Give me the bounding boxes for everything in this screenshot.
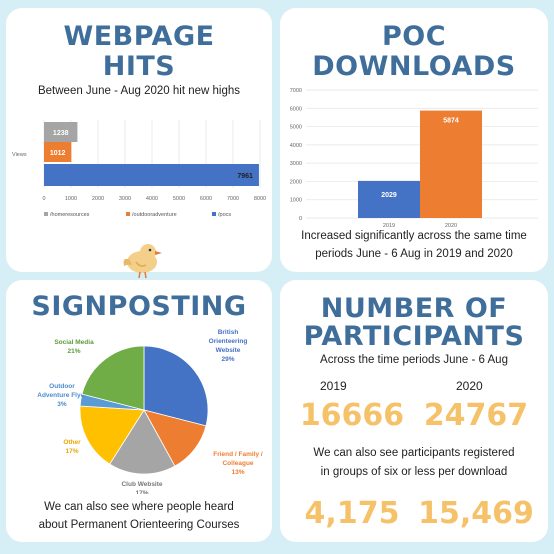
bar-value-label: 1238 (53, 130, 69, 137)
x-tick-label: 7000 (227, 196, 239, 202)
webpage-hits-card: WEBPAGE HITS Between June - Aug 2020 hit… (6, 8, 272, 272)
pie-label: 17% (135, 490, 148, 494)
bar-2020 (420, 110, 482, 218)
groups-2019-value: 4,175 (304, 496, 400, 531)
pie-label: Social Media (54, 339, 94, 346)
webpage-hits-chart: 0 1000 2000 3000 4000 5000 6000 7000 8000 Views 12… (12, 120, 266, 218)
poc-title-line1: POC (381, 21, 447, 52)
signposting-caption-line1: We can also see where people heard (44, 501, 234, 513)
legend-swatch (44, 212, 48, 216)
pie-label: 21% (67, 348, 80, 355)
pie-label: Website (216, 347, 241, 354)
pie-label: Other (63, 439, 81, 446)
pie-label: Orienteering (209, 338, 248, 345)
x-tick-label: 3000 (119, 196, 131, 202)
legend-label: /pocs (218, 212, 231, 218)
pie-label: 3% (57, 401, 67, 408)
pie-label: Friend / Family / (213, 451, 263, 458)
year-2020-label: 2020 (456, 379, 483, 393)
poc-caption-line2: periods June - 6 Aug in 2019 and 2020 (315, 248, 513, 260)
bar-value-label: 1012 (50, 150, 66, 157)
y-tick-label: 0 (299, 216, 302, 222)
poc-downloads-card: POC DOWNLOADS 0 1000 2000 3000 4000 5000 6000 7… (280, 8, 548, 272)
pie-label: 17% (65, 448, 78, 455)
x-tick-label: 2000 (92, 196, 104, 202)
pie-slice (79, 405, 145, 465)
pie-slice (109, 409, 176, 475)
pie-slice (143, 345, 209, 427)
pie-label: Colleague (222, 460, 253, 467)
y-tick-label: 4000 (290, 143, 302, 149)
year-2019-label: 2019 (320, 379, 347, 393)
signposting-pie-chart: British Orienteering Website 29% Friend / Fa… (37, 329, 263, 494)
x-tick-label: 6000 (200, 196, 212, 202)
participants-title-line1: NUMBER OF (320, 293, 508, 324)
y-tick-label: 6000 (290, 106, 302, 112)
participants-card: NUMBER OF PARTICIPANTS Across the time p… (280, 280, 548, 542)
x-tick-label: 5000 (173, 196, 185, 202)
bar-2019 (358, 180, 420, 218)
poc-downloads-chart: 0 1000 2000 3000 4000 5000 6000 7000 2029 2019 587… (290, 88, 538, 229)
pie-label: 13% (231, 469, 244, 476)
bar-pocs (44, 164, 259, 186)
pie-label: Outdoor (49, 383, 75, 390)
x-tick-label: 1000 (65, 196, 77, 202)
x-tick-label: 2019 (383, 223, 395, 229)
webpage-subtitle: Between June - Aug 2020 hit new highs (37, 85, 241, 97)
bar-value-label: 7961 (237, 173, 253, 180)
participants-note-line2: in groups of six or less per download (320, 466, 508, 478)
legend-swatch (212, 212, 216, 216)
x-tick-label: 8000 (254, 196, 266, 202)
participants-2019-value: 16666 (299, 398, 405, 433)
participants-subtitle: Across the time periods June - 6 Aug (320, 354, 508, 366)
poc-caption-line1: Increased significantly across the same … (301, 230, 527, 242)
participants-title-line2: PARTICIPANTS (303, 321, 525, 352)
webpage-title-line1: WEBPAGE (63, 21, 215, 52)
bar-value-label: 2029 (381, 192, 397, 199)
signposting-title: SIGNPOSTING (31, 291, 247, 322)
pie-slice (81, 345, 145, 411)
legend-swatch (126, 212, 130, 216)
bar-outdooradventure (44, 142, 72, 162)
pie-label: Club Website (121, 481, 162, 488)
x-tick-label: 2020 (445, 223, 457, 229)
y-tick-label: 1000 (290, 198, 302, 204)
x-tick-label: 0 (42, 196, 45, 202)
participants-2020-value: 24767 (423, 398, 529, 433)
poc-title-line2: DOWNLOADS (312, 51, 516, 82)
signposting-caption-line2: about Permanent Orienteering Courses (38, 519, 240, 531)
webpage-title-line2: HITS (102, 51, 176, 82)
signposting-card: SIGNPOSTING British Orienteering Website 29… (6, 280, 272, 542)
pie-label: 29% (221, 356, 234, 363)
pie-label: Adventure Flyer (37, 392, 87, 399)
y-tick-label: 7000 (290, 88, 302, 94)
pie-label: British (218, 329, 239, 336)
legend-label: /outdooradventure (132, 212, 177, 218)
y-tick-label: 2000 (290, 179, 302, 185)
y-tick-label: 5000 (290, 125, 302, 131)
bird-illustration (123, 244, 162, 279)
groups-2020-value: 15,469 (418, 496, 534, 531)
legend-label: /homeresources (50, 212, 90, 218)
bar-value-label: 5874 (443, 118, 459, 125)
bar-homeresources (44, 122, 78, 142)
y-axis-category-label: Views (12, 152, 27, 158)
y-tick-label: 3000 (290, 161, 302, 167)
x-tick-label: 4000 (146, 196, 158, 202)
participants-note-line1: We can also see participants registered (313, 447, 515, 459)
